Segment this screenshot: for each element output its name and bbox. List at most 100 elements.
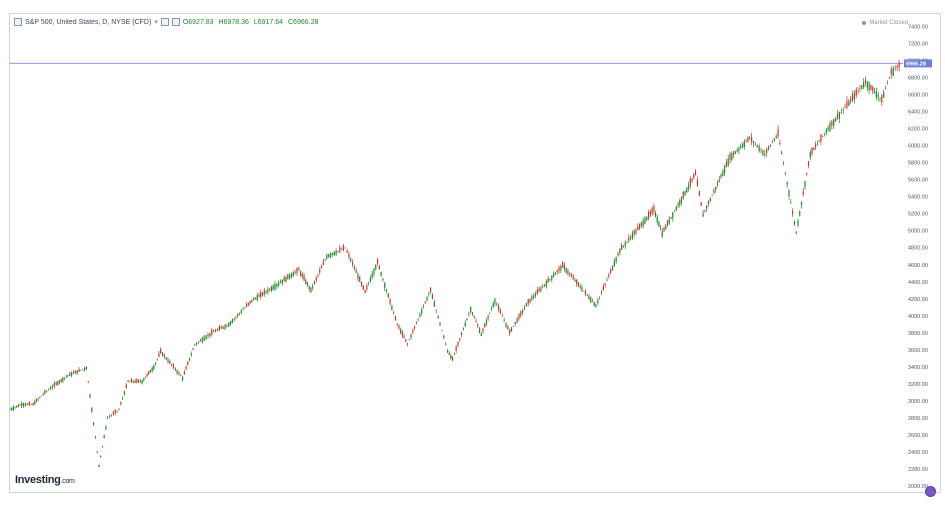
candle-body xyxy=(320,266,323,269)
candle-body xyxy=(353,267,355,269)
candle-body xyxy=(523,307,526,309)
candle-body xyxy=(283,277,285,282)
candle-body xyxy=(141,380,143,384)
candle-body xyxy=(85,366,88,370)
candle-body xyxy=(134,380,136,383)
candle-body xyxy=(527,299,529,304)
candle-body xyxy=(240,310,242,314)
candle-body xyxy=(292,271,294,277)
logo-suffix: .com xyxy=(60,478,75,485)
candle-body xyxy=(818,141,820,142)
candle-body xyxy=(174,368,176,370)
price-chart[interactable]: 2000.00 2200.00 2400.00 2600.00 2800.00 3000.… xyxy=(10,14,940,492)
y-tick-label: 4400.00 xyxy=(908,280,928,286)
status-dot-icon xyxy=(862,21,867,25)
candle-body xyxy=(499,310,502,314)
candle-body xyxy=(853,93,855,100)
candle-body xyxy=(654,212,657,217)
candle-body xyxy=(807,161,810,166)
candle-body xyxy=(734,151,736,154)
candle-body xyxy=(46,390,48,392)
candle-body xyxy=(209,333,211,337)
candle-body xyxy=(888,77,890,79)
candle-body xyxy=(290,273,293,278)
candle-body xyxy=(378,266,380,269)
candle-body xyxy=(475,320,477,323)
candle-body xyxy=(558,267,560,271)
candle-body xyxy=(863,82,865,88)
candle-body xyxy=(12,406,14,410)
candle-body xyxy=(459,338,461,340)
candle-body xyxy=(514,321,516,324)
candle-body xyxy=(615,257,617,262)
candle-body xyxy=(898,62,900,68)
candle-body xyxy=(197,341,200,343)
candle-body xyxy=(89,394,91,398)
visibility-toggle-icon[interactable] xyxy=(160,18,169,26)
chart-settings-icon[interactable] xyxy=(925,486,936,497)
candle-body xyxy=(820,134,822,142)
candle-body xyxy=(565,268,567,273)
candle-body xyxy=(732,152,735,155)
y-tick-label: 5000.00 xyxy=(908,229,928,235)
chart-frame: S&P 500, United States, D, NYSE (CFD) ▾ … xyxy=(9,13,941,497)
candle-body xyxy=(116,410,118,412)
candle-body xyxy=(455,346,457,351)
candle-body xyxy=(199,339,202,342)
settings-toggle-icon[interactable] xyxy=(171,18,180,26)
candle-body xyxy=(835,117,837,122)
candle-body xyxy=(267,289,269,293)
market-status-label: Market Closed xyxy=(869,20,908,26)
candle-body xyxy=(709,198,711,201)
candle-body xyxy=(790,202,792,204)
candle-body xyxy=(896,66,898,68)
candle-body xyxy=(846,100,848,108)
candle-body xyxy=(873,91,876,93)
candle-body xyxy=(600,292,603,294)
candle-body xyxy=(156,359,158,360)
candle-body xyxy=(793,221,796,225)
candle-body xyxy=(577,282,580,286)
candle-body xyxy=(91,408,93,412)
candle-body xyxy=(777,129,779,137)
last-price-label: 6966.28 xyxy=(906,61,926,67)
candle-body xyxy=(17,405,19,407)
candle-body xyxy=(677,203,679,206)
candle-body xyxy=(492,303,494,308)
candle-body xyxy=(35,399,38,402)
candle-body xyxy=(143,378,145,381)
candle-body xyxy=(599,297,601,298)
candle-body xyxy=(272,285,274,290)
y-tick-label: 6600.00 xyxy=(908,93,928,99)
candle-body xyxy=(480,333,482,336)
candle-body xyxy=(637,226,639,231)
low-value: L6917.64 xyxy=(253,18,284,26)
candle-body xyxy=(93,422,95,425)
candle-body xyxy=(187,361,189,365)
candle-body xyxy=(773,138,775,141)
candle-body xyxy=(574,279,576,282)
candle-body xyxy=(646,216,648,221)
candle-body xyxy=(825,129,827,134)
candle-body xyxy=(201,337,203,343)
candle-body xyxy=(670,217,672,219)
candle-body xyxy=(371,273,373,278)
candle-body xyxy=(439,323,441,326)
candle-body xyxy=(870,84,872,90)
candle-body xyxy=(298,268,300,271)
candle-body xyxy=(49,387,52,390)
candle-body xyxy=(581,287,583,292)
candle-body xyxy=(624,242,626,247)
candle-body xyxy=(764,153,766,155)
candle-body xyxy=(784,172,786,174)
candle-body xyxy=(811,147,813,154)
candle-body xyxy=(741,143,744,148)
candle-body xyxy=(421,309,423,314)
candle-body xyxy=(716,182,719,186)
candle-body xyxy=(101,446,104,447)
candle-body xyxy=(503,320,505,321)
candle-body xyxy=(226,325,228,326)
collapse-toggle-icon[interactable] xyxy=(14,18,22,26)
open-value: O6927.83 xyxy=(182,18,214,26)
chevron-down-icon[interactable]: ▾ xyxy=(154,19,158,26)
